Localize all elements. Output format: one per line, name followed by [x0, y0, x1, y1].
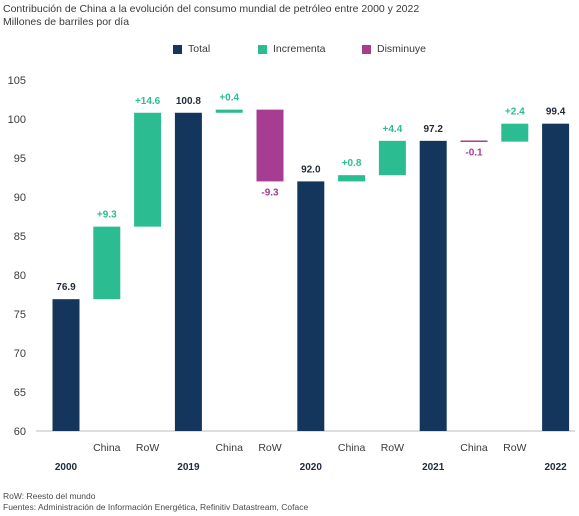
legend-label-increase: Incrementa [273, 43, 326, 55]
x-category-label: China [460, 442, 488, 454]
legend-item-increase: Incrementa [258, 43, 326, 55]
x-group-label: 2019 [177, 462, 200, 473]
x-group-label: 2021 [422, 462, 445, 473]
legend-label-decrease: Disminuye [377, 43, 427, 55]
x-category-label: RoW [136, 442, 159, 454]
data-label: +4.4 [383, 124, 403, 135]
data-label: +2.4 [505, 107, 525, 118]
legend: Total Incrementa Disminuye [0, 43, 579, 57]
bar-decrease [256, 109, 284, 182]
data-label: 97.2 [423, 124, 443, 135]
x-category-label: RoW [503, 442, 526, 454]
legend-label-total: Total [188, 43, 211, 55]
x-group-label: 2020 [300, 462, 323, 473]
bar-total [52, 299, 80, 431]
x-category-label: RoW [381, 442, 404, 454]
footer: RoW: Reesto del mundo Fuentes: Administr… [3, 491, 308, 513]
y-tick-label: 90 [14, 192, 26, 204]
data-label: 92.0 [301, 164, 321, 175]
chart-title: Contribución de China a la evolución del… [3, 3, 420, 15]
bar-total [542, 123, 570, 432]
bar-increase [134, 112, 162, 227]
legend-item-total: Total [173, 43, 210, 55]
legend-swatch-decrease [362, 44, 371, 54]
x-category-label: China [93, 442, 121, 454]
footer-sources: Fuentes: Administración de Información E… [3, 502, 309, 512]
data-label: +14.6 [135, 96, 161, 107]
bar-increase [501, 123, 529, 142]
y-tick-label: 70 [14, 348, 26, 360]
chart-title-block: Contribución de China a la evolución del… [3, 3, 419, 29]
waterfall-chart: 60 65 70 75 80 85 90 95 100 105 76.9 2000 +9.3 China +… [8, 75, 575, 473]
data-label: -0.1 [465, 148, 483, 159]
x-category-label: RoW [258, 442, 281, 454]
bar-total [297, 181, 325, 431]
y-tick-label: 75 [14, 309, 26, 321]
data-label: +0.8 [342, 158, 362, 169]
y-tick-label: 80 [14, 270, 26, 282]
data-label: 99.4 [546, 107, 566, 118]
legend-item-decrease: Disminuye [362, 43, 426, 55]
bar-total [419, 140, 447, 431]
legend-swatch-increase [258, 44, 267, 54]
legend-swatch-total [173, 44, 182, 54]
x-category-label: China [215, 442, 243, 454]
y-tick-label: 85 [14, 231, 26, 243]
y-tick-label: 60 [14, 426, 26, 438]
x-group-label: 2022 [544, 462, 567, 473]
y-tick-label: 100 [8, 114, 26, 126]
data-label: 76.9 [56, 282, 76, 293]
y-tick-label: 65 [14, 387, 26, 399]
bar-decrease [460, 140, 488, 142]
bar-increase [215, 109, 243, 113]
y-tick-label: 95 [14, 153, 26, 165]
bar-increase [378, 140, 406, 176]
data-label: +0.4 [219, 93, 239, 104]
bar-increase [338, 175, 366, 182]
data-label: -9.3 [261, 187, 279, 198]
bar-total [174, 112, 202, 431]
chart-subtitle: Millones de barriles por día [3, 16, 130, 28]
y-tick-label: 105 [8, 75, 26, 87]
data-label: +9.3 [97, 210, 117, 221]
x-category-label: China [338, 442, 366, 454]
x-group-label: 2000 [55, 462, 78, 473]
footer-note: RoW: Reesto del mundo [3, 491, 96, 501]
data-label: 100.8 [176, 96, 201, 107]
bar-increase [93, 226, 121, 300]
